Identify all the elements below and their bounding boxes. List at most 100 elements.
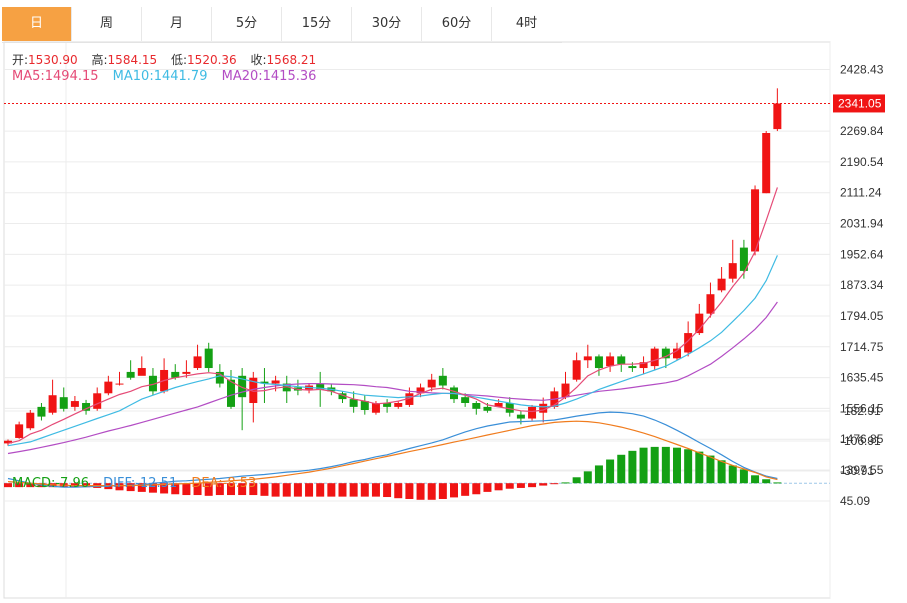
macd-bar [505,483,514,489]
macd-bar [4,483,12,488]
candle-body [59,397,68,409]
candle-body [673,348,681,359]
tab-week[interactable]: 周 [72,7,142,41]
dea-line [7,420,778,487]
candle-body [706,294,715,314]
dea-value: -8.53 [222,476,257,491]
candle-body [628,366,637,369]
macd-bar [182,483,191,496]
price-tick-label: 2190.54 [840,155,884,169]
candle-body [4,440,12,444]
candle-body [416,387,425,394]
candle-body [717,278,726,291]
ma5-line [7,187,778,444]
ma5-value: 1494.15 [44,69,99,84]
tab-day[interactable]: 日 [2,7,72,41]
price-tick-label: 1952.64 [840,247,884,261]
candle-body [594,356,603,369]
macd-bar [327,483,336,497]
macd-bar [661,446,670,484]
macd-bar [394,483,403,499]
macd-bar [305,483,314,497]
ma-legend: MA5:1494.15 MA10:1441.79 MA20:1415.36 [12,69,326,84]
macd-bar [438,483,447,499]
candle-body [773,103,782,130]
low-label: 低: [171,53,188,67]
macd-bar [728,465,737,484]
candle-body [193,356,202,369]
ma10-label: MA10: [112,69,154,84]
diff-label: DIFF: [103,476,136,491]
candle-body [739,247,748,271]
macd-bar [204,483,213,496]
candle-body [137,368,146,376]
macd-bar [137,483,146,492]
macd-bar [583,471,592,484]
macd-bar [215,483,224,496]
macd-bar [762,479,771,484]
price-tick-label: 1397.55 [840,463,884,477]
tab-5min[interactable]: 5分 [212,7,282,41]
candle-body [438,375,447,386]
candle-body [182,371,191,374]
candle-body [751,189,760,252]
candle-body [695,313,704,334]
macd-value: -7.96 [55,476,89,491]
candle-body [461,397,470,404]
candle-body [472,403,481,409]
macd-bar [673,447,681,484]
open-label: 开: [12,53,29,67]
tab-30min[interactable]: 30分 [352,7,422,41]
macd-bar [472,483,481,495]
candle-body [606,356,615,367]
price-tick-label: 1635.45 [840,371,884,385]
candle-body [271,380,280,384]
candle-body [639,362,648,369]
tab-15min[interactable]: 15分 [282,7,352,41]
macd-bar [751,475,760,484]
macd-legend: MACD:-7.96 DIFF:-12.51 DEA:-8.53 [12,476,266,491]
macd-bar [650,446,659,484]
candle-body [383,403,392,407]
close-value: 1568.21 [266,53,317,67]
candle-body [238,375,247,398]
candle-body [204,348,213,369]
macd-bar [26,483,35,488]
high-label: 高: [91,53,108,67]
candle-body [561,383,570,398]
macd-bar [193,483,202,496]
candle-body [572,360,581,380]
macd-bar [371,483,380,497]
macd-bar [338,483,347,497]
macd-bar [494,483,503,491]
macd-bar [282,483,291,497]
candle-body [505,403,514,413]
tab-month[interactable]: 月 [142,7,212,41]
macd-bar [594,465,603,484]
period-tabs: 日 周 月 5分 15分 30分 60分 4时 [2,7,562,43]
macd-bar [171,483,180,495]
candle-body [104,381,113,394]
candle-body [650,348,659,367]
high-value: 1584.15 [107,53,158,67]
macd-bar [416,483,425,500]
candle-body [661,348,670,359]
macd-bar [360,483,369,497]
ma5-label: MA5: [12,69,45,84]
macd-bar [606,459,615,484]
macd-bar [450,483,458,498]
macd-bar [561,482,570,484]
candle-body [48,395,57,413]
close-label: 收: [250,53,267,67]
candle-body [215,371,224,384]
tab-4hour[interactable]: 4时 [515,16,538,31]
ma10-line [7,255,778,447]
candle-body [93,393,102,409]
candle-body [249,377,258,404]
tab-60min[interactable]: 60分 [422,7,492,41]
dea-label: DEA: [191,476,223,491]
candle-body [360,401,369,410]
candle-body [70,401,79,407]
price-tick-label: 2031.94 [840,217,884,231]
macd-bar [739,469,748,484]
